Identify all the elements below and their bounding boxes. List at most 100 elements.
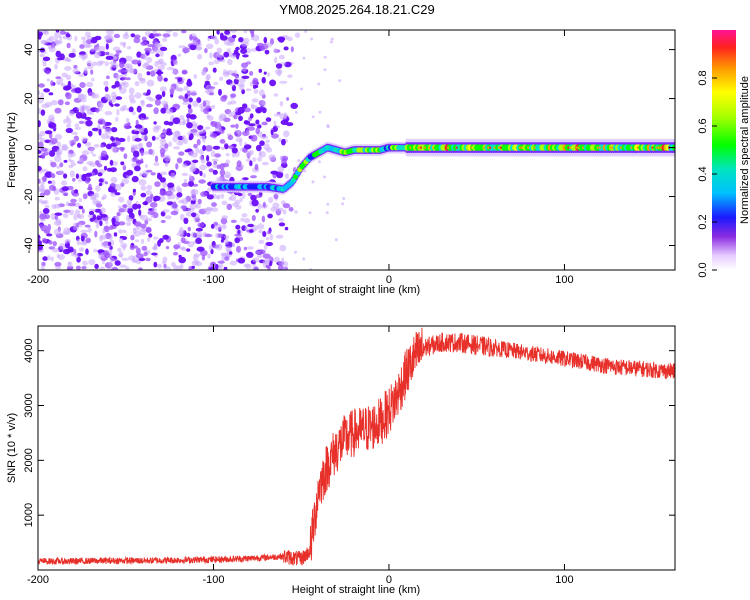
noise-speckle <box>110 63 119 68</box>
noise-speckle <box>206 194 214 200</box>
noise-speckle <box>237 192 243 197</box>
noise-speckle <box>325 211 329 215</box>
noise-speckle <box>231 34 237 39</box>
noise-speckle <box>65 127 74 134</box>
noise-speckle <box>76 239 81 246</box>
noise-speckle <box>162 128 167 136</box>
noise-speckle <box>131 175 139 183</box>
noise-speckle <box>254 163 259 171</box>
noise-speckle <box>127 207 134 215</box>
noise-speckle <box>258 239 265 244</box>
noise-speckle <box>82 40 87 45</box>
noise-speckle <box>290 46 294 53</box>
noise-speckle <box>46 78 50 82</box>
snr-panel: -200 -100 0 100 1000 2000 3000 4000 Height of s… <box>6 325 676 596</box>
noise-speckle <box>223 39 231 46</box>
noise-speckle <box>233 114 238 120</box>
noise-speckle <box>250 103 255 109</box>
noise-speckle <box>85 248 89 255</box>
noise-speckle <box>323 175 326 179</box>
noise-speckle <box>59 162 64 168</box>
noise-speckle <box>279 100 284 107</box>
noise-speckle <box>54 261 62 267</box>
noise-speckle <box>47 180 52 184</box>
noise-speckle <box>259 140 265 146</box>
noise-speckle <box>220 146 226 151</box>
noise-speckle <box>323 68 327 72</box>
noise-speckle <box>158 134 166 138</box>
noise-speckle <box>133 37 141 44</box>
noise-speckle <box>326 124 330 128</box>
noise-speckle <box>123 123 131 130</box>
noise-speckle <box>98 60 106 64</box>
noise-speckle <box>116 212 121 217</box>
noise-speckle <box>104 61 109 67</box>
noise-speckle <box>177 77 183 82</box>
noise-speckle <box>211 104 216 110</box>
noise-speckle <box>258 230 264 234</box>
noise-speckle <box>282 203 291 209</box>
noise-speckle <box>212 162 217 169</box>
noise-speckle <box>261 161 269 166</box>
noise-speckle <box>163 77 168 82</box>
noise-speckle <box>42 200 49 204</box>
noise-speckle <box>82 260 88 266</box>
noise-speckle <box>278 217 285 222</box>
noise-speckle <box>281 138 286 146</box>
noise-speckle <box>182 101 189 105</box>
noise-speckle <box>81 150 90 156</box>
noise-speckle <box>262 253 271 259</box>
noise-speckle <box>145 103 153 108</box>
noise-speckle <box>54 203 62 209</box>
noise-speckle <box>59 35 62 41</box>
noise-speckle <box>318 110 322 114</box>
noise-speckle <box>136 105 142 113</box>
noise-speckle <box>56 148 63 156</box>
noise-speckle <box>145 169 153 173</box>
noise-speckle <box>148 148 153 155</box>
noise-speckle <box>158 238 164 244</box>
noise-speckle <box>144 47 152 53</box>
noise-speckle <box>44 130 53 135</box>
noise-speckle <box>44 204 50 209</box>
noise-speckle <box>63 118 68 124</box>
noise-speckle <box>241 41 249 47</box>
noise-speckle <box>127 202 132 209</box>
noise-speckle <box>94 51 101 59</box>
noise-speckle <box>279 155 283 161</box>
noise-speckle <box>258 249 266 255</box>
noise-speckle <box>230 93 237 98</box>
x-tick-label: -100 <box>202 274 224 286</box>
colorbar-tick-label: 0.6 <box>697 118 709 133</box>
noise-speckle <box>311 180 315 184</box>
noise-speckle <box>220 217 228 225</box>
noise-speckle <box>141 227 146 233</box>
noise-speckle <box>199 170 203 177</box>
noise-speckle <box>99 266 106 270</box>
noise-speckle <box>260 135 269 140</box>
noise-speckle <box>205 206 213 212</box>
noise-speckle <box>39 53 45 58</box>
noise-speckle <box>224 235 230 239</box>
noise-speckle <box>116 109 120 116</box>
noise-speckle <box>115 140 121 146</box>
snr-ticks: -200 -100 0 100 1000 2000 3000 4000 <box>23 326 675 586</box>
noise-speckle <box>117 247 122 252</box>
noise-speckle <box>106 143 112 150</box>
noise-speckle <box>106 267 112 270</box>
noise-speckle <box>205 75 210 81</box>
noise-speckle <box>79 82 86 88</box>
noise-speckle <box>274 56 278 64</box>
noise-speckle <box>132 259 137 264</box>
noise-speckle <box>212 145 221 150</box>
noise-speckle <box>247 60 251 65</box>
noise-speckle <box>162 33 171 38</box>
noise-speckle <box>106 167 113 172</box>
noise-speckle <box>210 150 216 158</box>
noise-speckle <box>300 87 303 91</box>
noise-speckle <box>68 164 74 169</box>
noise-speckle <box>189 44 197 51</box>
x-tick-label: -200 <box>27 574 49 586</box>
noise-speckle <box>67 152 73 158</box>
noise-speckle <box>171 70 179 75</box>
